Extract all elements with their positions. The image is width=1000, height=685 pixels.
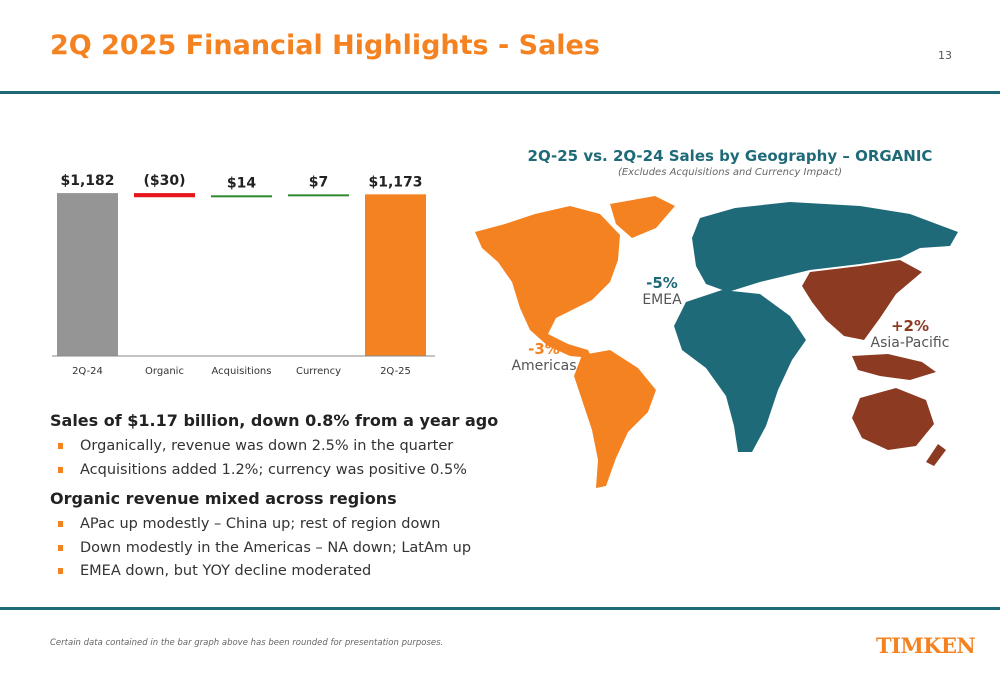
top-divider <box>0 91 1000 94</box>
southeast-asia-shape <box>852 354 936 380</box>
emea-pct: -5% <box>646 274 678 292</box>
sales-bullet-list: Organically, revenue was down 2.5% in th… <box>58 435 467 482</box>
x-tick-label: 2Q-24 <box>72 366 103 377</box>
emea-label: -5% EMEA <box>638 274 686 308</box>
map-region-americas <box>475 196 675 488</box>
bullet-text: EMEA down, but YOY decline moderated <box>80 563 372 579</box>
bullet-text: APac up modestly – China up; rest of reg… <box>80 516 441 532</box>
australia-shape <box>852 388 934 450</box>
asia-shape <box>802 260 922 340</box>
asia-pacific-name: Asia-Pacific <box>870 335 950 351</box>
bullet-item: Organically, revenue was down 2.5% in th… <box>58 435 467 459</box>
asia-pacific-pct: +2% <box>890 317 930 335</box>
americas-name: Americas <box>511 358 577 374</box>
bullet-square-icon <box>58 466 63 473</box>
bar-acquisitions <box>211 195 272 198</box>
bullet-square-icon <box>58 544 63 551</box>
sales-heading: Sales of $1.17 billion, down 0.8% from a… <box>50 411 499 430</box>
africa-middle-east-shape <box>674 290 806 452</box>
regions-heading: Organic revenue mixed across regions <box>50 489 397 508</box>
bottom-divider <box>0 607 1000 610</box>
bullet-item: EMEA down, but YOY decline moderated <box>58 560 471 584</box>
data-label: $7 <box>309 174 328 190</box>
europe-russia-shape <box>692 202 958 292</box>
bar-organic <box>134 193 195 198</box>
bar-2q-24 <box>57 193 118 356</box>
sales-waterfall-chart: $1,182 2Q-24 ($30) Organic $14 Acquisitions $7… <box>52 173 435 377</box>
timken-logo: TIMKEN <box>876 633 976 658</box>
new-zealand-shape <box>926 444 946 466</box>
page-title: 2Q 2025 Financial Highlights - Sales <box>50 30 600 61</box>
north-america-shape <box>475 206 620 358</box>
bullet-square-icon <box>58 443 63 449</box>
bullet-item: APac up modestly – China up; rest of reg… <box>58 513 471 537</box>
asia-pacific-label: +2% Asia-Pacific <box>868 317 952 351</box>
americas-label: -3% Americas <box>508 340 580 374</box>
south-america-shape <box>574 350 656 488</box>
x-tick-label: Currency <box>296 366 341 377</box>
bullet-square-icon <box>58 521 63 527</box>
bullet-text: Organically, revenue was down 2.5% in th… <box>80 438 454 454</box>
bullet-square-icon <box>58 568 63 574</box>
x-tick-label: 2Q-25 <box>380 366 411 377</box>
regions-bullet-list: APac up modestly – China up; rest of reg… <box>58 513 471 584</box>
world-map <box>475 196 958 488</box>
emea-name: EMEA <box>642 292 682 308</box>
x-tick-label: Organic <box>145 366 184 377</box>
map-subtitle: (Excludes Acquisitions and Currency Impa… <box>617 167 843 178</box>
bullet-text: Down modestly in the Americas – NA down;… <box>80 539 472 556</box>
data-label: $14 <box>227 175 256 191</box>
americas-pct: -3% <box>528 340 560 358</box>
bar-2q-25 <box>365 194 426 356</box>
data-label: $1,182 <box>60 173 114 189</box>
bullet-item: Down modestly in the Americas – NA down;… <box>58 537 471 561</box>
bar-currency <box>288 194 349 197</box>
map-region-emea <box>674 202 958 452</box>
x-tick-label: Acquisitions <box>212 366 272 377</box>
data-label: ($30) <box>143 173 185 189</box>
greenland-shape <box>610 196 675 238</box>
map-title: 2Q-25 vs. 2Q-24 Sales by Geography – ORG… <box>527 147 933 165</box>
data-label: $1,173 <box>368 174 422 190</box>
bullet-text: Acquisitions added 1.2%; currency was po… <box>80 461 467 478</box>
map-region-asia-pacific <box>802 260 946 466</box>
footnote: Certain data contained in the bar graph … <box>50 638 444 648</box>
bullet-item: Acquisitions added 1.2%; currency was po… <box>58 459 467 483</box>
page-number: 13 <box>938 49 952 62</box>
